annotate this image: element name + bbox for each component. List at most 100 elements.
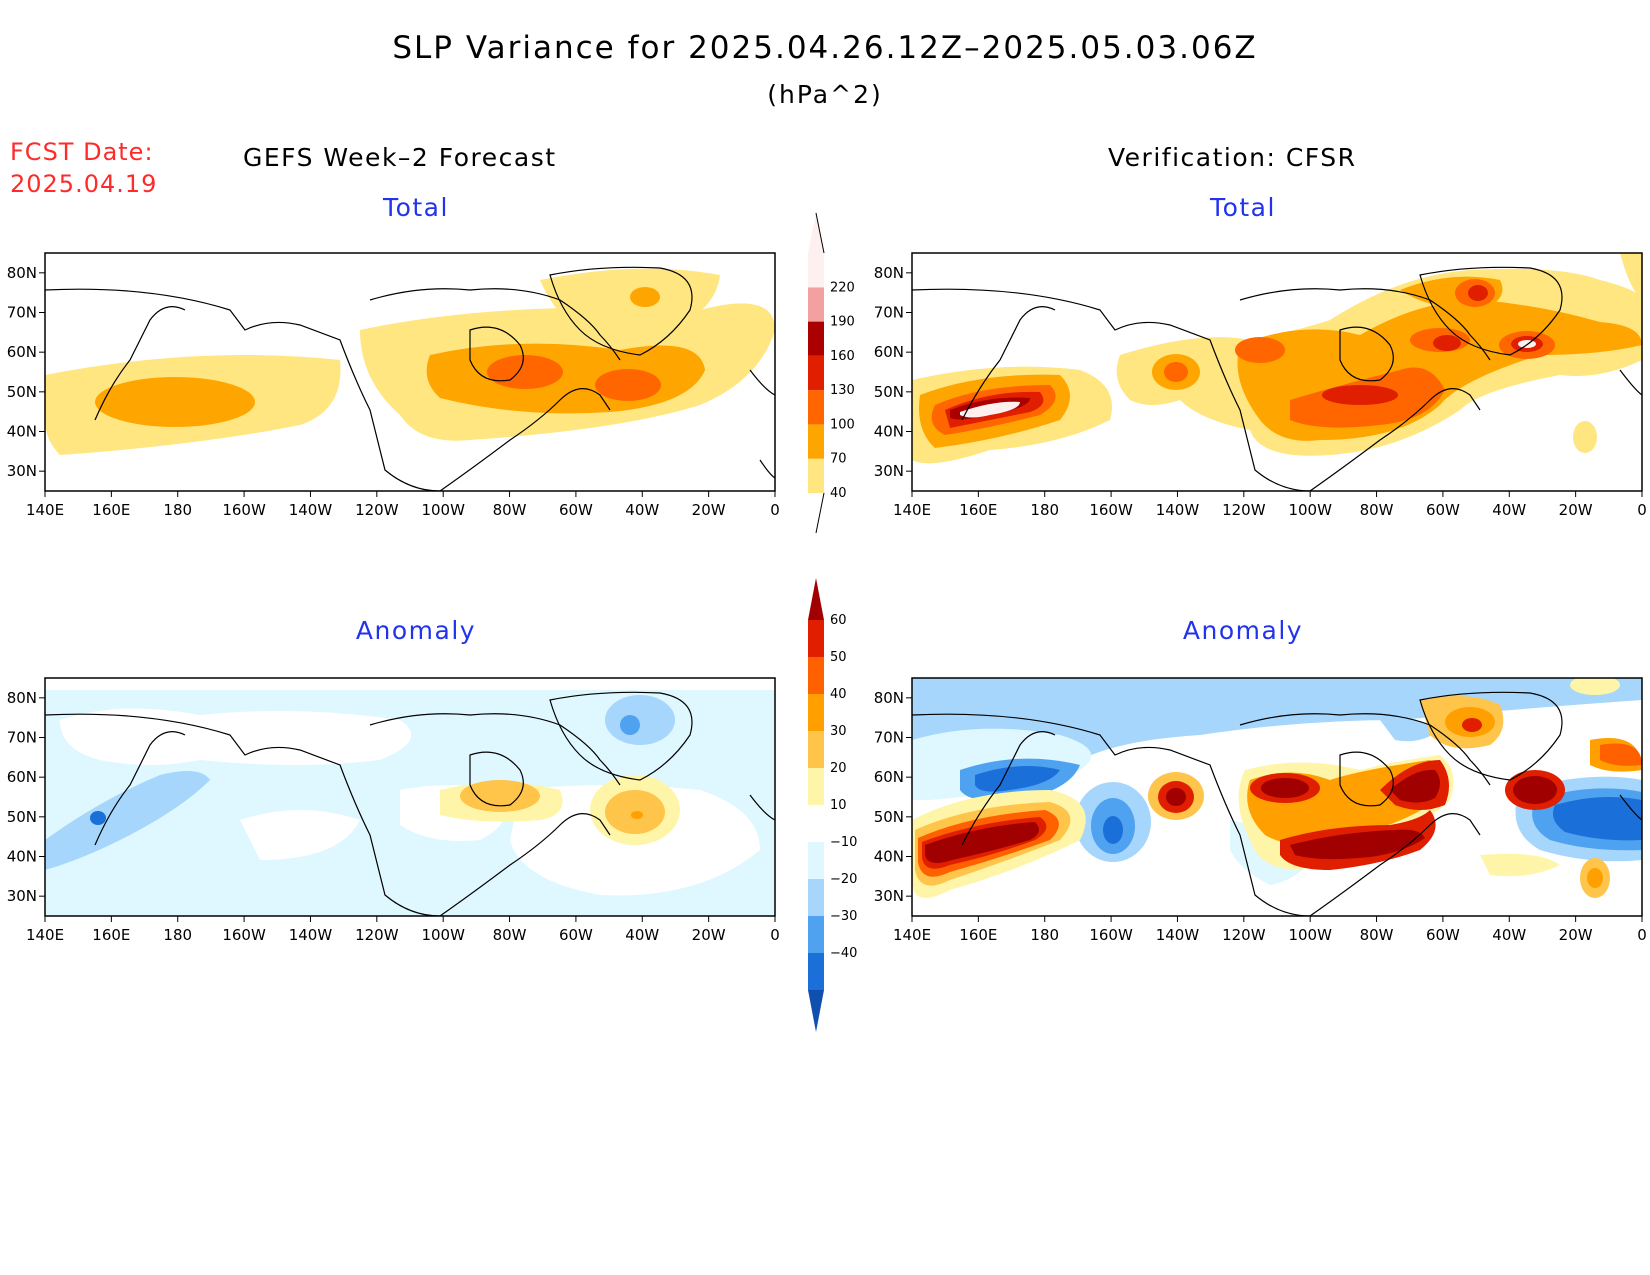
colorbar-level-label: 10 <box>830 798 847 813</box>
panel-subtitle-forecast-total: Total <box>383 193 449 222</box>
colorbar-level-label: 40 <box>830 486 847 501</box>
colorbar-level-label: 40 <box>830 687 847 702</box>
lat-tick-label: 50N <box>7 383 37 401</box>
map-panel-verification-total: 140E 160E 180 160W 140W 120W 100W 80W 60W 40W 20W 0… <box>874 252 1647 519</box>
colorbar-swatch <box>808 842 824 879</box>
lon-tick-label: 140W <box>289 501 333 519</box>
lon-tick-label: 160W <box>222 926 266 944</box>
lon-tick-label: 160E <box>959 501 997 519</box>
colorbar-swatch <box>808 657 824 694</box>
lon-tick-label: 80W <box>1360 501 1394 519</box>
lon-tick-label: 180 <box>1030 501 1059 519</box>
colorbar-level-label: 30 <box>830 724 847 739</box>
lat-tick-label: 60N <box>7 768 37 786</box>
colorbar-swatch <box>808 731 824 768</box>
lon-tick-label: 0 <box>1637 501 1647 519</box>
coastline-outline <box>912 691 1642 916</box>
colorbar-level-label: 100 <box>830 417 855 432</box>
verification-column-heading: Verification: CFSR <box>1108 143 1357 172</box>
lat-tick-label: 70N <box>874 729 904 747</box>
panel-subtitle-verification-total: Total <box>1210 193 1276 222</box>
lat-tick-label: 80N <box>7 689 37 707</box>
anomaly-shading <box>45 678 775 916</box>
colorbar-swatch <box>808 458 824 493</box>
lat-tick-label: 50N <box>7 808 37 826</box>
lon-tick-label: 0 <box>1637 926 1647 944</box>
lon-tick-label: 20W <box>692 926 726 944</box>
lat-tick-label: 60N <box>874 768 904 786</box>
map-panel-verification-anomaly: 140E 160E 180 160W 140W 120W 100W 80W 60W 40W 20W 0… <box>874 677 1647 944</box>
lon-tick-label: 140E <box>26 926 64 944</box>
colorbar-swatch <box>808 694 824 731</box>
lon-tick-label: 0 <box>770 926 780 944</box>
lon-tick-label: 140W <box>1156 926 1200 944</box>
lon-tick-label: 160E <box>92 926 130 944</box>
colorbar-level-label: −20 <box>830 872 857 887</box>
lon-tick-label: 180 <box>1030 926 1059 944</box>
colorbar-bottom-extension <box>808 493 824 533</box>
lon-tick-label: 160W <box>1089 501 1133 519</box>
lon-tick-label: 40W <box>1492 501 1526 519</box>
lat-tick-label: 40N <box>874 423 904 441</box>
lat-tick-label: 30N <box>7 462 37 480</box>
lat-tick-label: 80N <box>874 264 904 282</box>
lon-tick-label: 80W <box>493 501 527 519</box>
colorbar-level-label: 20 <box>830 761 847 776</box>
colorbar-top-extension <box>808 213 824 253</box>
lat-tick-label: 40N <box>874 848 904 866</box>
lon-tick-label: 160W <box>222 501 266 519</box>
lat-tick-label: 80N <box>874 689 904 707</box>
figure-title: SLP Variance for 2025.04.26.12Z–2025.05.… <box>392 30 1258 66</box>
lon-tick-label: 100W <box>421 926 465 944</box>
colorbar-anomaly: 60 50 40 30 20 10 −10 −20 −30 −40 <box>808 578 857 1032</box>
forecast-date-label: FCST Date: <box>10 138 154 166</box>
lon-tick-label: 160W <box>1089 926 1133 944</box>
colorbar-level-label: −30 <box>830 909 857 924</box>
colorbar-top-extension <box>808 578 824 620</box>
lon-tick-label: 40W <box>625 926 659 944</box>
axis-ticks: 140E 160E 180 160W 140W 120W 100W 80W 60W 40W 20W 0… <box>7 689 780 944</box>
lat-tick-label: 30N <box>7 887 37 905</box>
colorbar-swatch <box>808 355 824 391</box>
lon-tick-label: 140E <box>893 926 931 944</box>
lon-tick-label: 140E <box>26 501 64 519</box>
panel-subtitle-forecast-anomaly: Anomaly <box>355 616 477 645</box>
figure-units: (hPa^2) <box>767 80 883 109</box>
colorbar-level-label: 220 <box>830 280 855 295</box>
colorbar-level-label: 160 <box>830 349 855 364</box>
lon-tick-label: 0 <box>770 501 780 519</box>
coastline-outline <box>45 266 775 491</box>
lat-tick-label: 60N <box>7 343 37 361</box>
variance-shading <box>45 268 775 455</box>
map-frame <box>911 677 1643 917</box>
lat-tick-label: 70N <box>7 729 37 747</box>
colorbar-level-label: −40 <box>830 946 857 961</box>
lon-tick-label: 140W <box>289 926 333 944</box>
colorbar-swatch <box>808 768 824 805</box>
lon-tick-label: 140W <box>1156 501 1200 519</box>
forecast-column-heading: GEFS Week–2 Forecast <box>243 143 557 172</box>
colorbar-total: 40 70 100 130 160 190 220 <box>808 212 855 534</box>
lat-tick-label: 50N <box>874 808 904 826</box>
lat-tick-label: 50N <box>874 383 904 401</box>
colorbar-level-label: 190 <box>830 315 855 330</box>
lat-tick-label: 30N <box>874 887 904 905</box>
variance-shading <box>912 253 1642 464</box>
lon-tick-label: 20W <box>1559 501 1593 519</box>
axis-ticks: 140E 160E 180 160W 140W 120W 100W 80W 60W 40W 20W 0… <box>874 264 1647 519</box>
lon-tick-label: 140E <box>893 501 931 519</box>
axis-ticks: 140E 160E 180 160W 140W 120W 100W 80W 60W 40W 20W 0… <box>7 264 780 519</box>
lon-tick-label: 20W <box>692 501 726 519</box>
lat-tick-label: 60N <box>874 343 904 361</box>
lon-tick-label: 160E <box>92 501 130 519</box>
lon-tick-label: 120W <box>355 926 399 944</box>
lat-tick-label: 30N <box>874 462 904 480</box>
map-frame <box>911 252 1643 492</box>
map-frame <box>44 677 776 917</box>
lat-tick-label: 70N <box>7 304 37 322</box>
lon-tick-label: 60W <box>559 501 593 519</box>
lon-tick-label: 80W <box>493 926 527 944</box>
colorbar-swatch <box>808 620 824 657</box>
lon-tick-label: 120W <box>1222 926 1266 944</box>
